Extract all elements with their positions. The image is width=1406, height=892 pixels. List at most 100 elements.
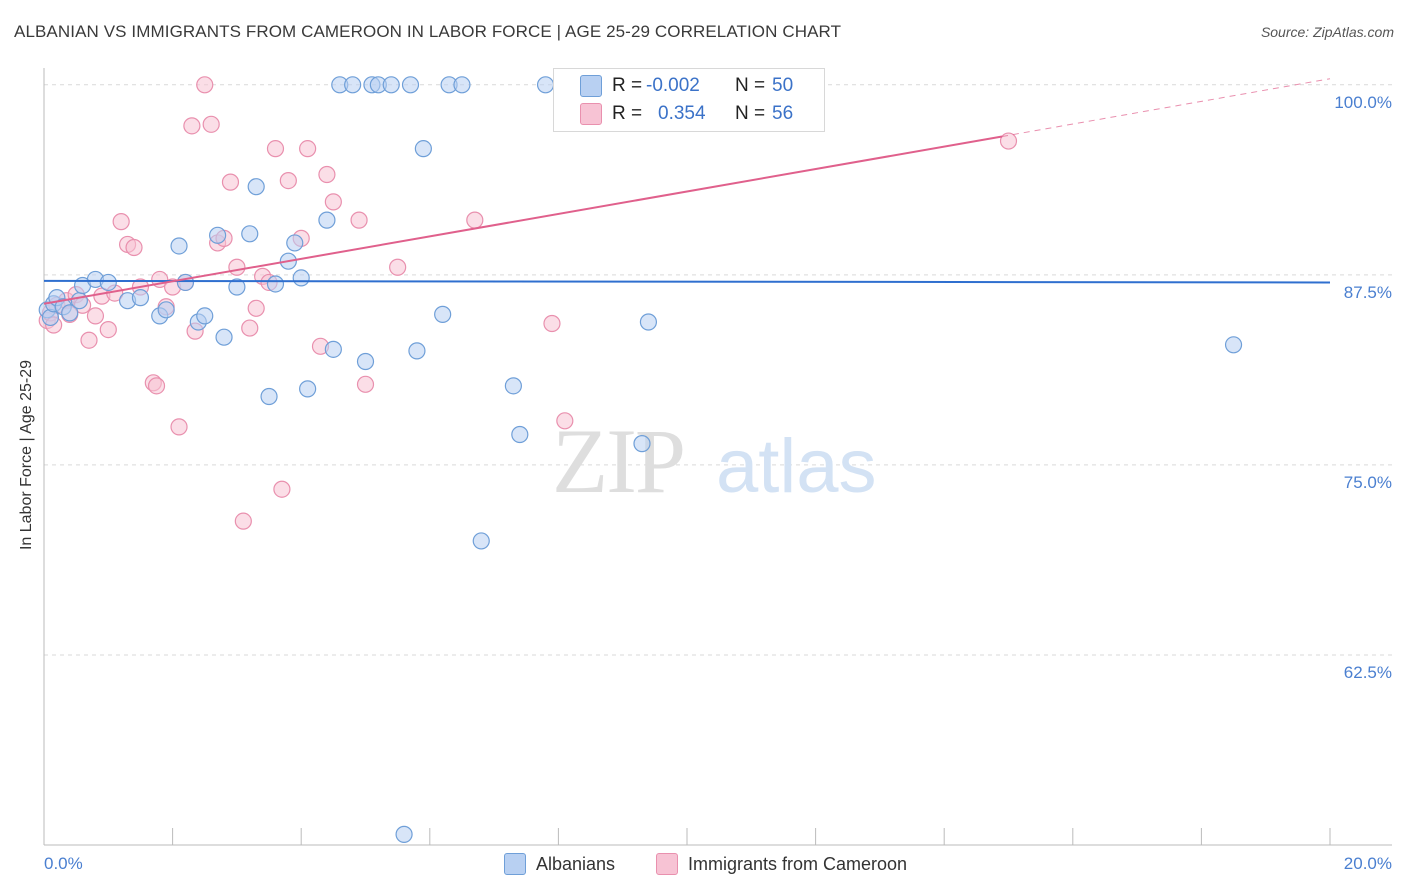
- cameroon-point: [86, 307, 105, 325]
- albanian-point: [299, 380, 317, 398]
- cameroon-point: [80, 331, 98, 349]
- cameroon-point: [350, 211, 368, 229]
- chart-title: ALBANIAN VS IMMIGRANTS FROM CAMEROON IN …: [14, 22, 842, 41]
- cameroon-point: [228, 258, 246, 276]
- albanian-point: [176, 273, 195, 292]
- albanian-point: [292, 269, 310, 287]
- cameroon-point: [234, 512, 252, 530]
- albanian-point: [356, 352, 375, 371]
- legend-n-value: 50: [772, 75, 794, 96]
- legend-r-label: R =: [612, 75, 643, 96]
- albanian-point: [318, 211, 336, 229]
- albanian-point: [504, 377, 522, 395]
- albanian-point: [241, 225, 259, 243]
- cameroon-legend-label: Immigrants from Cameroon: [688, 853, 908, 874]
- tick-labels: 62.5% 75.0% 87.5% 100.0% 0.0% 20.0%: [44, 93, 1392, 873]
- albanian-point: [170, 237, 188, 255]
- correlation-legend: R = -0.002 N = 50 R = 0.354 N = 56: [553, 68, 825, 132]
- albanian-point: [344, 76, 362, 94]
- legend-r-value: 0.354: [658, 103, 706, 124]
- cameroon-point: [273, 480, 291, 498]
- albanian-point: [99, 273, 117, 292]
- albanian-point: [453, 76, 471, 94]
- albanian-point: [61, 304, 79, 322]
- albanians-swatch: [580, 75, 602, 97]
- watermark: ZIP atlas: [552, 410, 877, 512]
- cameroon-point: [999, 132, 1018, 150]
- albanian-point: [228, 278, 246, 296]
- albanian-point: [247, 178, 265, 196]
- albanian-point: [157, 301, 175, 319]
- y-tick-label: 87.5%: [1344, 283, 1392, 302]
- legend-r-value: -0.002: [646, 75, 700, 96]
- albanian-point: [70, 292, 88, 310]
- albanian-point: [209, 226, 227, 244]
- cameroon-legend-swatch: [656, 853, 678, 875]
- cameroon-point: [356, 375, 375, 393]
- cameroon-point: [99, 320, 117, 339]
- albanian-point: [414, 140, 432, 158]
- legend-item-cameroon[interactable]: Immigrants from Cameroon: [656, 852, 907, 876]
- albanian-point: [472, 532, 490, 550]
- trend-lines: [43, 78, 1331, 305]
- cameroon-point: [324, 193, 342, 211]
- cameroon-point: [318, 165, 336, 184]
- source-label: Source: ZipAtlas.com: [1260, 24, 1394, 40]
- albanian-point: [633, 435, 651, 453]
- cameroon-point: [247, 299, 265, 317]
- albanian-point: [131, 289, 150, 307]
- cameroon-point: [556, 412, 574, 430]
- axes: [43, 68, 1392, 846]
- cameroon-point: [266, 140, 285, 158]
- albanian-point: [639, 313, 658, 331]
- cameroon-point: [389, 258, 407, 276]
- y-tick-label: 100.0%: [1334, 93, 1392, 112]
- albanian-point: [536, 76, 555, 94]
- legend-n-label: N =: [735, 75, 766, 96]
- albanian-point: [324, 340, 342, 358]
- albanian-point: [196, 307, 214, 325]
- legend-n-value: 56: [772, 103, 794, 124]
- cameroon-point: [466, 211, 484, 229]
- x-tick-label: 20.0%: [1344, 854, 1392, 873]
- legend-n-label: N =: [735, 103, 766, 124]
- cameroon-point: [170, 418, 188, 436]
- albanians-legend-swatch: [504, 853, 526, 875]
- cameroon-point: [299, 140, 317, 158]
- cameroon-point: [112, 213, 130, 231]
- cameroon-point: [196, 76, 214, 94]
- cameroon-swatch: [580, 103, 602, 125]
- grid-lines: [44, 84, 1392, 656]
- albanian-point: [266, 275, 285, 293]
- cameroon-point: [241, 319, 259, 337]
- cameroon-point: [125, 238, 143, 257]
- albanians-trend-line: [43, 279, 1331, 284]
- legend-r-label: R =: [612, 103, 643, 124]
- cameroon-point: [183, 117, 201, 135]
- y-axis-label: In Labor Force | Age 25-29: [18, 359, 35, 551]
- watermark-atlas: atlas: [716, 424, 877, 509]
- cameroon-trend-line: [43, 135, 1003, 305]
- cameroon-point: [202, 115, 220, 133]
- albanians-legend-label: Albanians: [536, 853, 616, 874]
- albanian-point: [401, 76, 420, 94]
- albanian-point: [434, 305, 452, 323]
- cameroon-point: [221, 173, 240, 191]
- watermark-zip: ZIP: [552, 410, 684, 512]
- y-tick-label: 75.0%: [1344, 473, 1392, 492]
- x-tick-label: 0.0%: [44, 854, 83, 873]
- legend-item-albanians[interactable]: Albanians: [504, 852, 615, 876]
- albanian-point: [511, 425, 529, 444]
- albanian-point: [408, 342, 426, 360]
- albanian-point: [215, 328, 233, 346]
- cameroon-point: [543, 314, 561, 333]
- albanian-point: [395, 825, 413, 843]
- y-tick-label: 62.5%: [1344, 663, 1392, 682]
- cameroon-point: [147, 377, 166, 395]
- albanian-point: [260, 387, 278, 406]
- cameroon-trend-extension: [1001, 78, 1331, 137]
- albanian-point: [286, 234, 304, 252]
- albanian-point: [382, 76, 400, 94]
- albanian-point: [1224, 336, 1243, 354]
